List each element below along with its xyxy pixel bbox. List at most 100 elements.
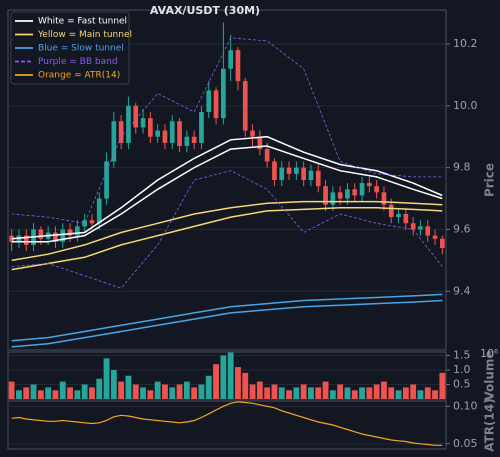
tunnel-line — [11, 37, 443, 224]
candle-body — [140, 118, 146, 128]
legend-label: Blue = Slow tunnel — [38, 44, 124, 54]
candle-body — [410, 223, 416, 230]
y-tick-label: 1.5 — [453, 348, 471, 361]
volume-bar — [45, 387, 52, 399]
candle-body — [359, 183, 365, 196]
volume-bar — [169, 387, 176, 399]
candle-body — [213, 90, 219, 119]
volume-bar — [256, 381, 263, 399]
volume-bar — [154, 381, 161, 399]
tunnel-line — [11, 135, 443, 240]
volume-bar — [366, 387, 373, 399]
legend-label: Orange = ATR(14) — [38, 71, 120, 81]
volume-bar — [67, 387, 73, 399]
volume-bar — [183, 381, 190, 399]
volume-bar — [249, 384, 256, 399]
candle-body — [104, 161, 109, 199]
candle-body — [315, 170, 321, 187]
candle-body — [133, 105, 139, 128]
volume-bar — [432, 390, 438, 399]
candle-body — [67, 229, 73, 236]
volume-bar — [8, 381, 15, 399]
volume-bar — [351, 390, 358, 399]
volume-bar — [81, 384, 88, 399]
candle-body — [286, 167, 292, 174]
volume-bar — [410, 384, 417, 399]
volume-bar — [59, 381, 66, 399]
volume-bar — [162, 384, 168, 399]
legend-box — [10, 11, 130, 85]
volume-bar — [388, 387, 395, 399]
candle-body — [242, 81, 248, 131]
candle-body — [96, 198, 102, 224]
tunnel-line — [11, 200, 443, 262]
y-tick-label: 10.2 — [453, 37, 478, 50]
offset-label: 10⁶ — [480, 347, 499, 360]
volume-bar — [140, 387, 146, 399]
tunnel-line — [11, 299, 443, 348]
volume-bar — [242, 372, 249, 399]
candle-body — [162, 130, 168, 143]
candle-body — [60, 229, 66, 242]
candle-body — [126, 105, 131, 143]
candle-body — [337, 192, 343, 199]
volume-bar — [271, 384, 278, 399]
volume-bar — [286, 390, 292, 399]
volume-bar — [278, 387, 285, 399]
volume-bar — [30, 384, 37, 399]
candle-body — [367, 183, 372, 187]
candle-body — [199, 112, 204, 143]
candle-body — [89, 220, 95, 224]
volume-bar — [191, 387, 198, 399]
volume-bar — [198, 384, 205, 399]
volume-bar — [16, 390, 22, 399]
volume-bar — [402, 387, 409, 399]
candle-body — [264, 149, 270, 162]
candle-body — [418, 226, 423, 230]
volume-bar — [227, 352, 234, 399]
volume-bar — [220, 355, 227, 399]
y-tick-label: 1.0 — [453, 363, 471, 376]
y-tick-label: 9.6 — [453, 222, 471, 235]
volume-bar — [132, 384, 139, 399]
candle-body — [228, 50, 233, 69]
candle-body — [308, 170, 314, 180]
y-tick-label: 0.5 — [453, 377, 471, 390]
candle-body — [184, 136, 190, 146]
legend-label: Yellow = Main tunnel — [37, 30, 132, 40]
candle-body — [294, 167, 299, 174]
volume-bar — [74, 390, 81, 399]
candle-body — [9, 235, 14, 242]
y-tick-label: 0.10 — [453, 399, 478, 412]
candle-body — [221, 68, 226, 119]
volume-bar — [96, 378, 103, 399]
volume-bar — [417, 390, 424, 399]
panel — [7, 400, 447, 450]
candle-body — [279, 167, 285, 180]
volume-bar — [344, 387, 351, 399]
candle-body — [257, 136, 263, 150]
tunnel-line — [11, 293, 443, 342]
volume-bar — [205, 375, 212, 399]
candle-body — [148, 118, 153, 137]
legend-label: White = Fast tunnel — [38, 17, 127, 27]
tunnel-line — [11, 145, 443, 243]
tunnel-line — [11, 207, 443, 271]
volume-bar — [329, 390, 336, 399]
volume-bar — [293, 387, 300, 399]
candle-body — [272, 161, 277, 180]
volume-bar — [424, 387, 431, 399]
volume-bar — [213, 364, 219, 399]
volume-bar — [103, 358, 110, 399]
volume-bar — [147, 390, 154, 399]
y-axis-label: Price — [483, 163, 497, 197]
volume-bar — [235, 367, 241, 399]
candle-body — [396, 214, 401, 218]
volume-bar — [110, 369, 117, 399]
candle-body — [432, 235, 438, 239]
volume-bar — [337, 384, 344, 399]
candle-body — [177, 121, 182, 146]
volume-bar — [315, 387, 322, 399]
candle-body — [169, 121, 175, 143]
candle-body — [330, 192, 336, 205]
